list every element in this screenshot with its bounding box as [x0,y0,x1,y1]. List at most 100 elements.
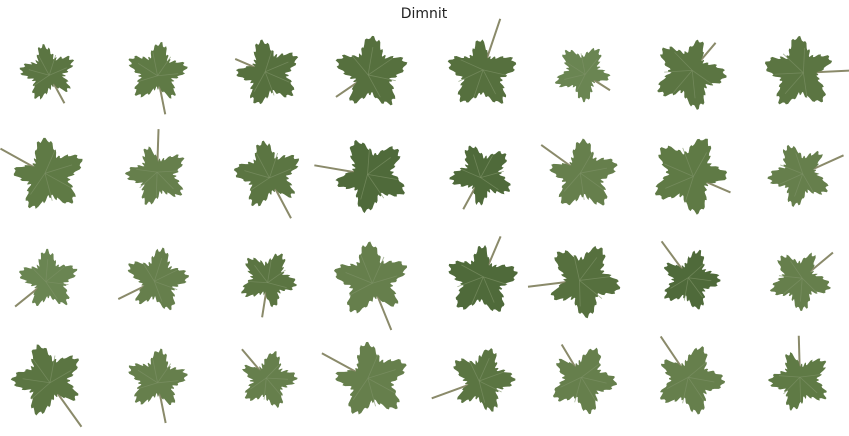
leaf-blade [552,347,618,415]
leaf-vein [38,55,50,76]
leaf-grid [0,18,849,428]
leaf-vein [49,67,67,76]
leaf-vein [49,355,56,383]
leaf-vein [28,69,50,76]
leaf-vein [137,75,158,83]
leaf-blade [235,39,299,105]
leaf-vein [779,173,803,185]
leaf [128,348,188,424]
leaf-vein [367,157,391,175]
leaf-vein [156,171,174,190]
leaf-vein [154,269,178,282]
leaf-vein [254,264,268,283]
leaf-vein [45,281,69,285]
leaf-vein [584,59,598,75]
leaf-vein [687,277,703,298]
leaf-vein [473,69,484,97]
leaf-vein [154,280,178,290]
leaf-vein [367,74,381,98]
leaf-vein [795,152,804,174]
leaf-vein [664,69,693,73]
leaf-vein [460,59,484,71]
leaf-vein [684,176,694,203]
leaf-vein [458,69,484,82]
leaf-vein [137,62,158,77]
leaf-vein [478,380,486,403]
leaf-vein [478,371,504,382]
leaf-blade [233,140,300,207]
leaf [527,245,621,319]
leaf-vein [136,169,158,173]
leaf-vein [576,74,586,92]
leaf-blade [13,137,83,209]
leaf-vein [31,266,47,283]
leaf-vein [264,50,273,72]
leaf-vein [560,376,582,388]
leaf-vein [351,55,369,76]
leaf [660,240,721,310]
leaf-vein [372,275,398,284]
leaf-vein [157,170,179,173]
leaf-vein [783,277,803,295]
leaf-vein [263,377,267,400]
leaf-vein [665,176,694,189]
leaf-vein [579,280,581,307]
leaf-vein [44,172,72,189]
leaf-vein [784,72,804,95]
leaf [764,35,849,105]
leaf-vein [682,147,694,177]
leaf-vein [579,276,610,281]
leaf-vein [480,177,499,191]
leaf-vein [566,61,586,75]
leaf [449,145,511,210]
leaf-vein [579,151,593,174]
leaf-vein [157,73,179,77]
leaf-vein [564,74,586,80]
leaf [321,341,407,415]
leaf [10,344,83,428]
leaf-vein [480,170,504,178]
leaf-vein [580,172,604,190]
leaf-vein [247,281,268,284]
leaf-blade [764,35,833,105]
leaf-vein [367,148,370,175]
leaf-vein [264,61,289,73]
leaf-blade [241,253,297,308]
leaf-vein [367,369,396,379]
leaf-vein [579,280,603,299]
leaf-vein [482,69,496,95]
leaf-vein [44,149,56,174]
leaf-blade [19,248,78,306]
leaf [540,138,618,206]
leaf [314,139,405,214]
leaf-vein [249,177,270,192]
leaf [234,39,299,105]
leaf-vein [139,171,158,189]
leaf-vein [801,277,818,294]
leaf-vein [267,260,272,283]
leaf-blade [768,352,827,411]
leaf-vein [30,173,46,195]
leaf [241,348,298,409]
leaf-vein [30,382,51,400]
leaf-vein [563,172,581,192]
leaf-vein [44,164,73,174]
leaf-vein [581,363,601,378]
leaf-vein [799,377,802,402]
leaf-vein [803,72,808,98]
leaf-vein [780,164,803,175]
leaf-vein [790,260,803,279]
leaf-vein [482,69,508,76]
leaf-vein [267,282,287,288]
leaf-vein [581,377,596,401]
leaf-vein [688,376,715,383]
leaf-vein [256,153,270,179]
leaf [431,348,516,412]
leaf-vein [670,277,689,289]
leaf-vein [367,58,393,76]
leaf-vein [45,259,49,282]
leaf-vein [360,255,373,284]
leaf [335,35,408,106]
leaf-blade [10,344,80,416]
